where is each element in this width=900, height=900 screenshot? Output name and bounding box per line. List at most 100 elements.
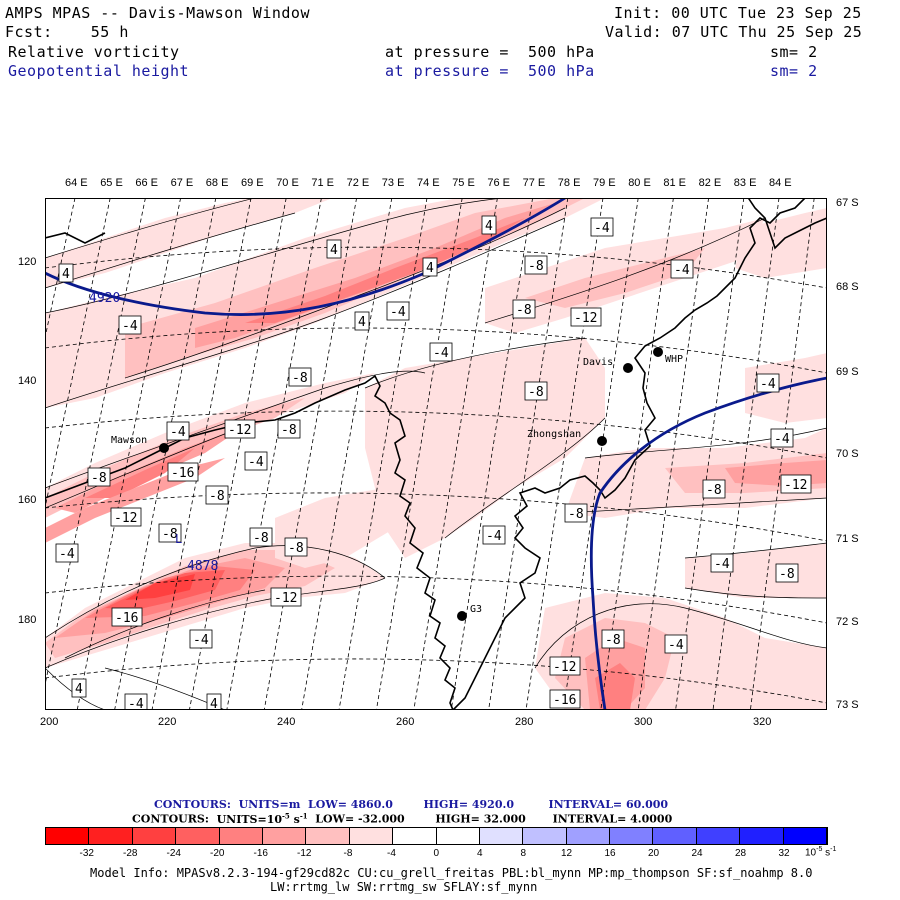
vorticity-label: -8 [516,303,532,318]
latitude-label: 71 S [836,533,859,545]
latitude-label: 68 S [836,281,859,293]
colorbar-tick-label: -4 [387,848,396,859]
vorticity-label-box [570,307,602,327]
vorticity-label-box [524,255,548,275]
x-tick-label: 280 [515,716,534,728]
colorbar-cells [45,827,828,845]
vorticity-label: -12 [274,591,297,606]
field1-level-label: at pressure = [385,43,509,61]
vorticity-label: -4 [674,263,690,278]
vorticity-label-box [189,629,213,649]
map-panel[interactable]: 4 4 4 4 -4 -4 -8 -8 -12 -4 4 -4 -4 -8 -8 -4 -4 -12 -8 -4 -4 -… [45,198,827,710]
colorbar-units-base: 10 [805,847,817,859]
vorticity-label-box [670,259,694,279]
station-label-zhongshan: Zhongshan [527,429,581,440]
x-tick-label: 320 [753,716,772,728]
y-tick-label: 120 [18,256,37,268]
contours-vort-units-suffix: s [289,812,300,826]
colorbar-tick-label: -28 [123,848,138,859]
vorticity-label: -8 [528,385,544,400]
contours-vort-label: CONTOURS: [132,812,209,826]
y-tick-label: 140 [18,375,37,387]
longitude-label: 66 E [135,177,159,189]
vorticity-label-box [270,587,302,607]
vorticity-label: -8 [605,633,621,648]
station-dot-mawson [159,443,169,453]
longitude-label: 72 E [346,177,370,189]
geopotential-height-contours [45,198,827,710]
contours-height-low: LOW= 4860.0 [308,798,393,811]
vorticity-label-box [512,299,536,319]
colorbar-cell [306,828,350,844]
colorbar-cell [349,828,394,844]
contours-vort-interval: INTERVAL= 4.0000 [552,812,673,826]
colorbar-tick-label: 20 [648,848,660,859]
vorticity-label-box [780,474,812,494]
colorbar-tick-label: 32 [778,848,790,859]
x-tick-label: 200 [40,716,59,728]
height-label-4878: 4878 [187,559,218,574]
vorticity-label-box [205,485,229,505]
vorticity-label-box [111,607,143,627]
field2-smooth: sm= 2 [770,62,818,80]
vorticity-label: -4 [248,455,264,470]
field2-level: at pressure = 500 hPa [385,62,595,80]
vorticity-label: -8 [292,371,308,386]
model-info-line2: LW:rrtmg_lw SW:rrtmg_sw SFLAY:sf_mynn [270,880,538,894]
colorbar-tick-label: -32 [79,848,94,859]
longitude-label: 81 E [663,177,687,189]
vorticity-label: -12 [228,423,251,438]
longitude-label: 68 E [205,177,229,189]
contours-height-high: HIGH= 4920.0 [423,798,514,811]
vorticity-label-box [482,525,506,545]
colorbar-cell [566,828,611,844]
station-label-whp: WHP [665,354,683,365]
vorticity-label: -4 [774,432,790,447]
fcst-label: Fcst: [5,23,53,41]
vorticity-label: -8 [281,423,297,438]
vorticity-label: 4 [62,267,70,282]
longitude-label: 71 E [311,177,335,189]
longitude-label: 82 E [698,177,722,189]
longitude-label: 65 E [100,177,123,189]
forecast-hour: Fcst: 55 h [5,23,129,41]
longitude-label: 83 E [733,177,757,189]
valid-label: Valid: [605,23,663,41]
init-time: Init: 00 UTC Tue 23 Sep 25 [614,4,862,22]
vorticity-label: 4 [358,315,366,330]
contours-height-interval: INTERVAL= 60.000 [548,798,669,811]
model-info-line1: Model Info: MPASv8.2.3-194-gf29cd82c CU:… [90,866,813,880]
vorticity-label: -12 [553,660,576,675]
station-dot-zhongshan [597,436,607,446]
colorbar-cell [696,828,741,844]
vorticity-label: -8 [779,567,795,582]
vorticity-label-box [288,367,312,387]
contours-height-line: CONTOURS: UNITS=m LOW= 4860.0 HIGH= 4920… [154,798,668,811]
vorticity-label: -8 [91,471,107,486]
station-dot-whp [653,347,663,357]
vorticity-label-box [710,553,734,573]
colorbar-tick-label: 24 [691,848,703,859]
colorbar-cell [89,828,133,844]
vorticity-label-box [87,467,111,487]
station-label-g3: G3 [470,604,482,615]
vorticity-label: 4 [330,243,338,258]
vorticity-label-box [244,451,268,471]
station-markers: Davis WHP Mawson Zhongshan G3 [111,347,683,621]
contours-vort-line: CONTOURS: UNITS=10-5 s-1 LOW= -32.000 HI… [132,811,672,826]
longitude-label: 77 E [522,177,546,189]
height-label-4920: 4920 [89,291,120,306]
vorticity-label: -8 [253,531,269,546]
colorbar-cell [176,828,220,844]
vorticity-label-box [422,257,438,277]
vorticity-contours [45,198,827,710]
init-value: 00 UTC Tue 23 Sep 25 [671,4,862,22]
field1-name: Relative vorticity [8,43,180,61]
longitude-label: 64 E [65,177,88,189]
colorbar-tick-label: 8 [520,848,527,859]
colorbar-tick-label: 28 [735,848,747,859]
latitude-label: 67 S [836,197,859,209]
colorbar-tick-label: -8 [343,848,353,859]
colorbar-tick-label: 16 [604,848,616,859]
vorticity-label-box [429,342,453,362]
